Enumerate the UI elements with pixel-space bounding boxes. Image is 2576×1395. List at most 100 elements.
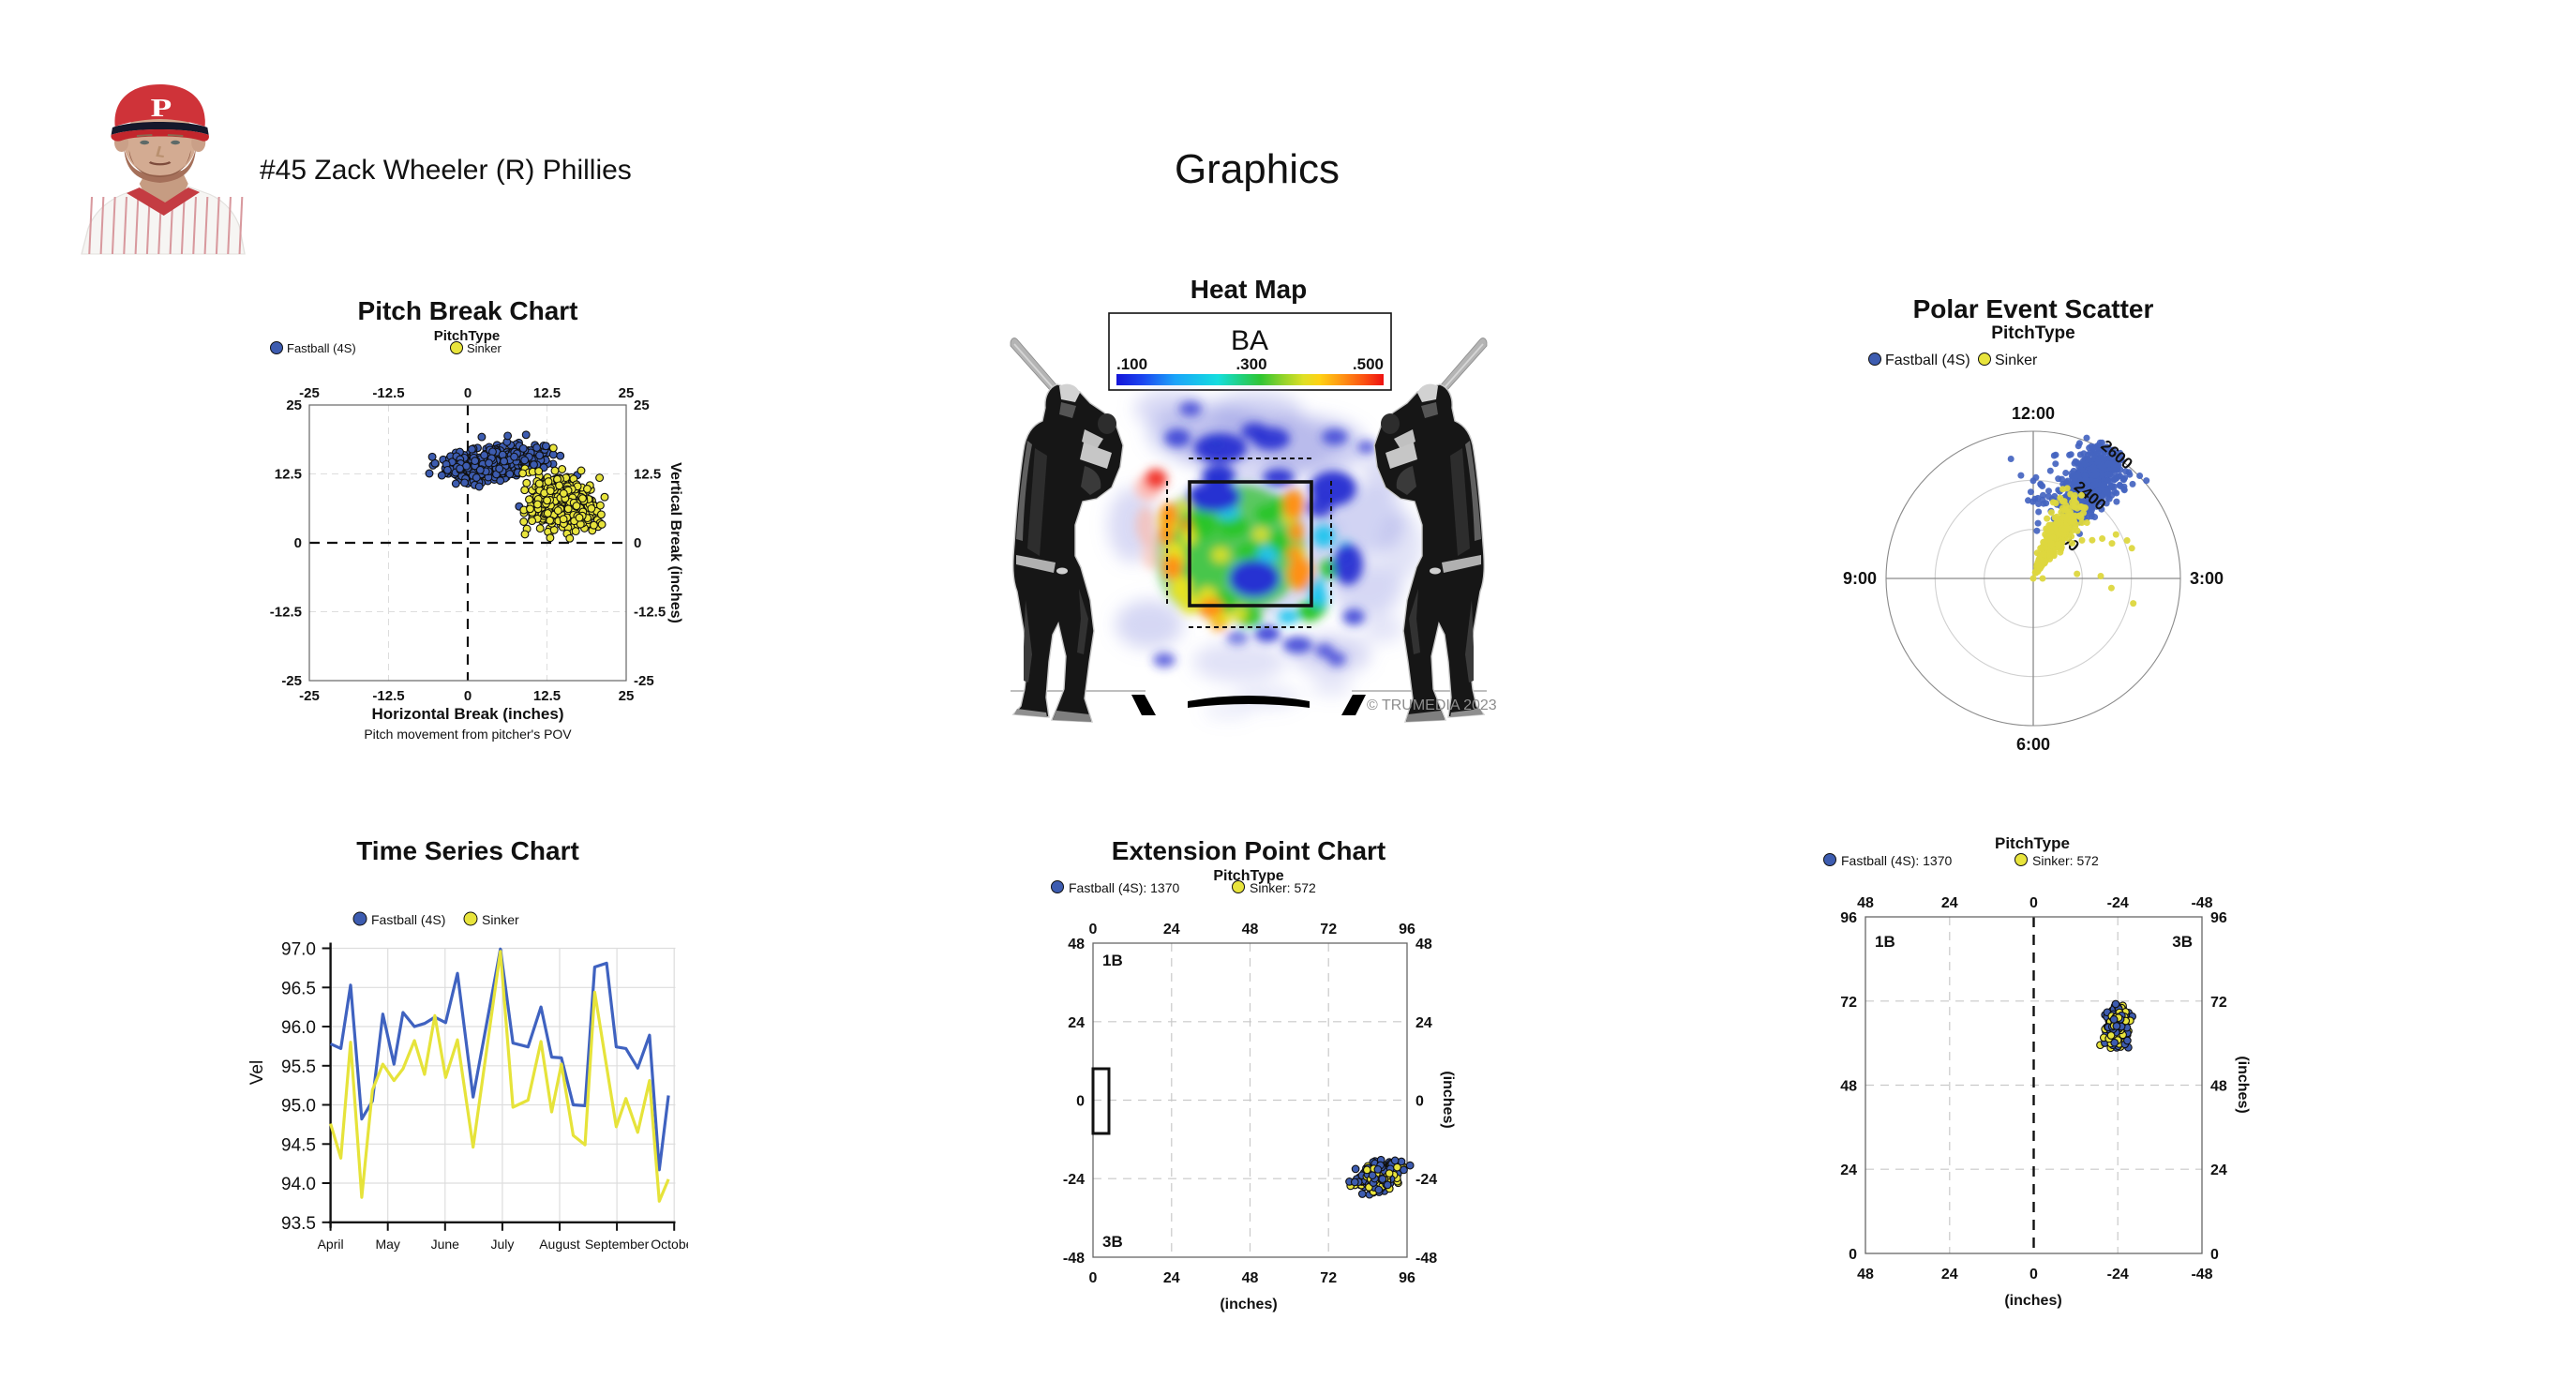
svg-text:Sinker: Sinker bbox=[467, 341, 502, 355]
svg-text:0: 0 bbox=[464, 688, 472, 704]
svg-text:Graphics: Graphics bbox=[1175, 146, 1340, 192]
svg-text:PitchType: PitchType bbox=[434, 328, 501, 344]
svg-text:24: 24 bbox=[2210, 1162, 2227, 1178]
svg-text:0: 0 bbox=[634, 535, 641, 551]
svg-text:96: 96 bbox=[1399, 922, 1415, 938]
svg-text:48: 48 bbox=[1242, 922, 1259, 938]
svg-text:12.5: 12.5 bbox=[533, 688, 561, 704]
svg-text:24: 24 bbox=[1941, 1267, 1958, 1282]
svg-text:-24: -24 bbox=[2107, 1267, 2129, 1282]
svg-text:Heat Map: Heat Map bbox=[1191, 275, 1307, 304]
svg-text:9:00: 9:00 bbox=[1843, 569, 1877, 588]
svg-text:September: September bbox=[585, 1237, 650, 1252]
svg-text:93.5: 93.5 bbox=[281, 1214, 316, 1234]
svg-text:PitchType: PitchType bbox=[1995, 834, 2070, 852]
svg-text:P: P bbox=[151, 95, 172, 123]
svg-text:Fastball (4S): 1370: Fastball (4S): 1370 bbox=[1069, 880, 1179, 895]
svg-text:48: 48 bbox=[1840, 1079, 1857, 1095]
svg-text:.500: .500 bbox=[1353, 355, 1384, 373]
svg-text:0: 0 bbox=[1415, 1094, 1424, 1110]
svg-text:6:00: 6:00 bbox=[2016, 735, 2050, 754]
svg-text:August: August bbox=[539, 1237, 580, 1252]
svg-text:-12.5: -12.5 bbox=[372, 385, 404, 401]
svg-text:-12.5: -12.5 bbox=[634, 605, 666, 621]
svg-text:-48: -48 bbox=[2191, 1267, 2212, 1282]
svg-text:24: 24 bbox=[1163, 922, 1180, 938]
svg-text:(inches): (inches) bbox=[1220, 1297, 1277, 1312]
svg-text:95.0: 95.0 bbox=[281, 1097, 316, 1117]
svg-text:April: April bbox=[318, 1237, 344, 1252]
svg-text:12.5: 12.5 bbox=[533, 385, 561, 401]
svg-text:-25: -25 bbox=[299, 688, 320, 704]
svg-text:3B: 3B bbox=[1102, 1233, 1123, 1251]
svg-text:0: 0 bbox=[2029, 895, 2038, 911]
svg-text:Sinker: Sinker bbox=[1995, 352, 2038, 368]
svg-text:Pitch Break Chart: Pitch Break Chart bbox=[358, 296, 578, 325]
svg-text:96: 96 bbox=[1840, 910, 1857, 926]
svg-text:0: 0 bbox=[1089, 922, 1098, 938]
svg-text:3:00: 3:00 bbox=[2190, 569, 2224, 588]
svg-text:95.5: 95.5 bbox=[281, 1058, 316, 1077]
svg-text:-24: -24 bbox=[1415, 1172, 1437, 1188]
svg-text:July: July bbox=[490, 1237, 514, 1252]
svg-text:-24: -24 bbox=[1063, 1172, 1085, 1188]
svg-text:0: 0 bbox=[464, 385, 472, 401]
svg-text:0: 0 bbox=[1849, 1247, 1857, 1263]
svg-text:25: 25 bbox=[619, 385, 635, 401]
svg-text:.100: .100 bbox=[1116, 355, 1147, 373]
svg-text:0: 0 bbox=[1076, 1094, 1085, 1110]
svg-text:25: 25 bbox=[286, 398, 302, 413]
svg-text:48: 48 bbox=[1242, 1270, 1259, 1286]
svg-text:94.0: 94.0 bbox=[281, 1175, 316, 1194]
svg-text:96: 96 bbox=[1399, 1270, 1415, 1286]
svg-text:-25: -25 bbox=[281, 673, 302, 689]
svg-text:-48: -48 bbox=[1415, 1251, 1437, 1267]
svg-text:96: 96 bbox=[2210, 910, 2227, 926]
svg-text:12.5: 12.5 bbox=[275, 467, 302, 483]
svg-text:97.0: 97.0 bbox=[281, 940, 316, 960]
svg-text:-48: -48 bbox=[1063, 1251, 1085, 1267]
svg-text:0: 0 bbox=[2210, 1247, 2219, 1263]
svg-text:94.5: 94.5 bbox=[281, 1135, 316, 1155]
svg-text:24: 24 bbox=[1163, 1270, 1180, 1286]
svg-text:72: 72 bbox=[1320, 922, 1337, 938]
svg-text:Vel: Vel bbox=[247, 1060, 267, 1085]
svg-text:72: 72 bbox=[1840, 995, 1857, 1011]
svg-text:25: 25 bbox=[634, 398, 650, 413]
svg-text:(inches): (inches) bbox=[2235, 1056, 2251, 1113]
svg-text:24: 24 bbox=[1068, 1015, 1085, 1031]
svg-text:Horizontal Break (inches): Horizontal Break (inches) bbox=[372, 705, 564, 723]
svg-text:-25: -25 bbox=[299, 385, 320, 401]
svg-text:May: May bbox=[375, 1237, 399, 1252]
svg-text:48: 48 bbox=[1857, 895, 1874, 911]
svg-text:Time Series Chart: Time Series Chart bbox=[356, 836, 579, 865]
svg-text:-24: -24 bbox=[2107, 895, 2129, 911]
svg-text:BA: BA bbox=[1231, 325, 1268, 356]
svg-text:Sinker: 572: Sinker: 572 bbox=[2032, 853, 2099, 868]
svg-text:October: October bbox=[651, 1237, 697, 1252]
svg-text:Pitch movement from pitcher's: Pitch movement from pitcher's POV bbox=[364, 727, 572, 742]
svg-text:PitchType: PitchType bbox=[1213, 868, 1283, 884]
svg-text:(inches): (inches) bbox=[2004, 1293, 2061, 1309]
svg-text:#45 Zack Wheeler (R) Phillies: #45 Zack Wheeler (R) Phillies bbox=[260, 155, 632, 186]
svg-text:Fastball (4S): 1370: Fastball (4S): 1370 bbox=[1841, 853, 1952, 868]
svg-text:1B: 1B bbox=[1875, 933, 1895, 951]
svg-text:Polar Event Scatter: Polar Event Scatter bbox=[1913, 294, 2154, 323]
svg-text:48: 48 bbox=[1068, 937, 1085, 952]
svg-text:96.5: 96.5 bbox=[281, 979, 316, 998]
svg-text:48: 48 bbox=[1415, 937, 1432, 952]
svg-text:© TRUMEDIA 2023: © TRUMEDIA 2023 bbox=[1367, 698, 1497, 713]
svg-text:(inches): (inches) bbox=[1440, 1071, 1456, 1128]
svg-text:-25: -25 bbox=[634, 673, 654, 689]
svg-text:0: 0 bbox=[294, 535, 302, 551]
svg-text:12:00: 12:00 bbox=[2012, 404, 2055, 423]
svg-text:Sinker: 572: Sinker: 572 bbox=[1250, 880, 1316, 895]
svg-text:.300: .300 bbox=[1236, 355, 1266, 373]
svg-text:-48: -48 bbox=[2191, 895, 2212, 911]
svg-text:-12.5: -12.5 bbox=[372, 688, 404, 704]
svg-text:0: 0 bbox=[2029, 1267, 2038, 1282]
svg-text:Sinker: Sinker bbox=[482, 912, 519, 927]
svg-text:24: 24 bbox=[1941, 895, 1958, 911]
svg-text:25: 25 bbox=[619, 688, 635, 704]
svg-text:Fastball (4S): Fastball (4S) bbox=[1885, 352, 1970, 368]
